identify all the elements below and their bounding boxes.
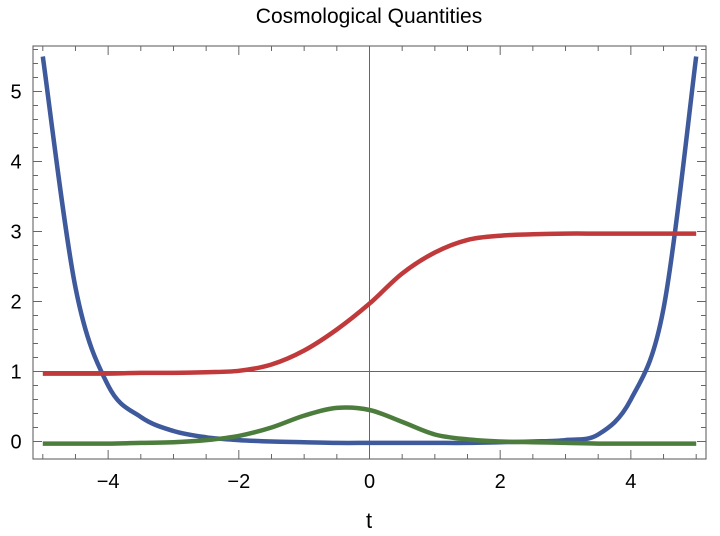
y-tick-label: 5 [10, 82, 21, 104]
y-tick-label: 0 [10, 432, 21, 454]
series-line-3 [42, 405, 697, 446]
chart-title: Cosmological Quantities [256, 5, 482, 28]
y-tick-label: 4 [10, 152, 21, 174]
reference-lines [33, 46, 706, 459]
series-line-2 [42, 231, 697, 376]
x-tick-label: −4 [97, 471, 120, 493]
y-tick-label: 3 [10, 222, 21, 244]
series-line-1 [40, 56, 699, 446]
x-axis-ticks: −4 −2 0 2 4 [42, 46, 697, 493]
x-tick-label: 4 [625, 471, 636, 493]
x-tick-label: 2 [495, 471, 506, 493]
series-layer [40, 56, 699, 446]
x-axis-label: t [366, 508, 372, 533]
y-tick-label: 1 [10, 362, 21, 384]
y-tick-label: 2 [10, 292, 21, 314]
y-axis-ticks: 0 1 2 3 4 5 [10, 49, 706, 454]
x-tick-label: −2 [227, 471, 250, 493]
x-tick-label: 0 [364, 471, 375, 493]
